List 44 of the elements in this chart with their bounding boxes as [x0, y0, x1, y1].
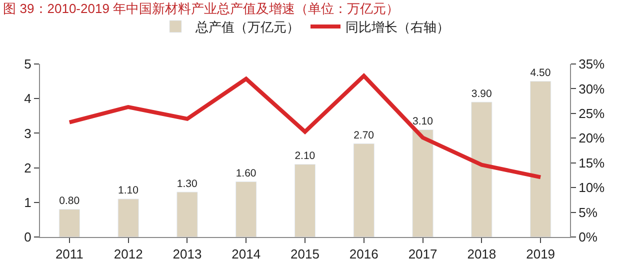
- bar: [530, 81, 552, 237]
- legend-label: 同比增长（右轴）: [346, 20, 450, 35]
- data-label: 1.30: [176, 178, 198, 190]
- x-tick-label: 2014: [232, 246, 261, 262]
- y2-tick-label: 0%: [578, 230, 598, 245]
- x-tick-label: 2019: [526, 246, 556, 262]
- bar: [353, 143, 374, 237]
- data-label: 2.10: [294, 150, 316, 162]
- x-tick-label: 2016: [349, 246, 378, 262]
- x-tick-label: 2013: [172, 246, 202, 262]
- chart-title: 图 39：2010-2019 年中国新材料产业总产值及增速（单位：万亿元）: [3, 1, 400, 16]
- x-tick-label: 2011: [55, 246, 84, 262]
- y-tick-label: 3: [24, 126, 32, 141]
- data-label: 0.80: [59, 195, 80, 208]
- data-label: 3.10: [412, 115, 434, 128]
- y2-tick-label: 25%: [578, 106, 606, 121]
- x-tick-label: 2012: [114, 246, 143, 262]
- y-tick-label: 4: [24, 91, 32, 106]
- y2-tick-label: 15%: [578, 155, 606, 170]
- x-tick-label: 2017: [408, 246, 438, 262]
- x-tick-label: 2015: [290, 246, 320, 262]
- bar: [236, 181, 257, 237]
- y-tick-label: 0: [24, 230, 32, 245]
- y2-tick-label: 35%: [578, 56, 606, 72]
- x-tick-label: 2018: [467, 246, 496, 262]
- y2-tick-label: 10%: [578, 180, 606, 196]
- legend-label: 总产值（万亿元）: [194, 20, 300, 35]
- bar: [412, 129, 434, 237]
- bar: [294, 164, 316, 237]
- data-label: 1.10: [118, 184, 139, 197]
- bar: [471, 102, 492, 237]
- y2-tick-label: 5%: [578, 204, 598, 220]
- data-label: 1.60: [236, 167, 256, 180]
- y2-tick-label: 30%: [578, 81, 606, 96]
- y-tick-label: 1: [24, 194, 32, 210]
- data-label: 4.50: [530, 67, 551, 80]
- bar: [176, 192, 198, 237]
- y-tick-label: 5: [24, 56, 32, 72]
- bar: [118, 198, 139, 237]
- y2-tick-label: 20%: [578, 130, 606, 146]
- y-tick-label: 2: [24, 160, 32, 176]
- bar: [58, 209, 80, 237]
- data-label: 2.70: [354, 129, 374, 142]
- data-label: 3.90: [471, 88, 492, 100]
